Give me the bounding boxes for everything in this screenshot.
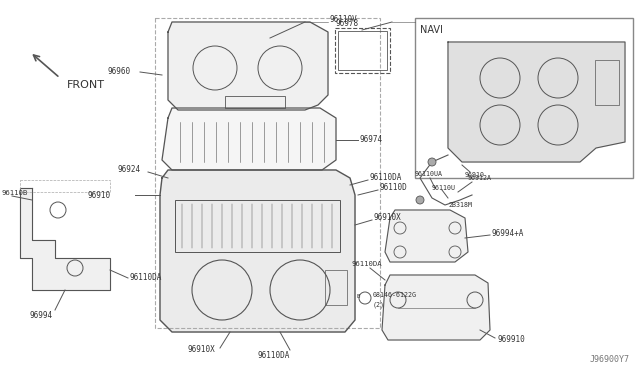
Text: 96994: 96994	[30, 311, 53, 320]
Bar	[415, 18, 633, 178]
Text: FRONT: FRONT	[67, 80, 105, 90]
Text: 96110DA: 96110DA	[370, 173, 403, 183]
Polygon shape	[448, 42, 625, 162]
Text: 96910: 96910	[465, 172, 485, 178]
Polygon shape	[160, 170, 355, 332]
Bar	[595, 60, 619, 105]
Text: 96960: 96960	[108, 67, 131, 77]
Text: 96110U: 96110U	[432, 185, 456, 191]
Bar	[225, 96, 285, 108]
Text: NAVI: NAVI	[420, 25, 443, 35]
Text: 96110DA: 96110DA	[352, 261, 383, 267]
Bar	[335, 28, 390, 73]
Text: 96978: 96978	[335, 19, 358, 29]
Text: 96994+A: 96994+A	[492, 228, 524, 237]
Polygon shape	[162, 108, 336, 170]
Bar	[20, 180, 110, 192]
Text: 2B318M: 2B318M	[448, 202, 472, 208]
Text: 96110D: 96110D	[380, 183, 408, 192]
Polygon shape	[382, 275, 490, 340]
Text: 08146-6122G: 08146-6122G	[373, 292, 417, 298]
Text: 96910X: 96910X	[188, 346, 216, 355]
Text: 969910: 969910	[497, 336, 525, 344]
Text: 96110B: 96110B	[2, 190, 28, 196]
Polygon shape	[168, 22, 328, 110]
Bar	[325, 270, 347, 305]
Text: 96924: 96924	[118, 166, 141, 174]
Circle shape	[416, 196, 424, 204]
Bar	[338, 31, 387, 70]
Text: 96110V: 96110V	[330, 16, 358, 25]
Bar	[175, 200, 340, 252]
Text: 96110UA: 96110UA	[415, 171, 443, 177]
Bar	[155, 18, 380, 328]
Circle shape	[428, 158, 436, 166]
Text: (2): (2)	[373, 302, 385, 308]
Text: 96110DA: 96110DA	[130, 273, 163, 282]
Text: J96900Y7: J96900Y7	[590, 356, 630, 365]
Text: B: B	[356, 295, 360, 299]
Text: 96974: 96974	[360, 135, 383, 144]
Polygon shape	[385, 210, 468, 262]
Polygon shape	[20, 188, 110, 290]
Text: 96910: 96910	[88, 190, 111, 199]
Text: 96910X: 96910X	[374, 214, 402, 222]
Text: 96110DA: 96110DA	[258, 350, 291, 359]
Text: 96912A: 96912A	[468, 175, 492, 181]
